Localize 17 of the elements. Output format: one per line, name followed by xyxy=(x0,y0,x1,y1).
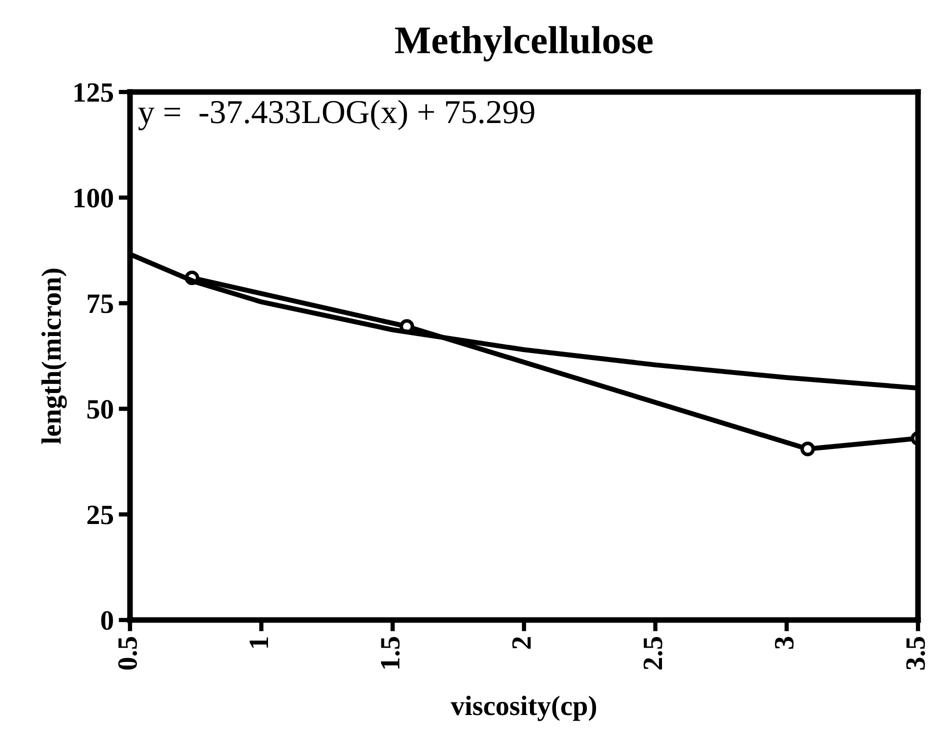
x-tick-label: 0.5 xyxy=(118,636,138,670)
y-tick-label: 100 xyxy=(74,188,113,208)
x-tick-label: 1.5 xyxy=(381,636,400,668)
x-axis-title: viscosity(cp) xyxy=(450,696,596,721)
x-tick-label: 2.5 xyxy=(644,636,662,670)
x-tick-label: 3 xyxy=(774,636,794,649)
chart-title: Methylcellulose xyxy=(395,26,653,62)
y-tick-label: 125 xyxy=(74,83,114,102)
y-tick-label: 25 xyxy=(87,506,114,524)
x-tick-label: 2 xyxy=(512,637,531,649)
y-axis-title: length(micron) xyxy=(41,268,67,444)
x-tick-label: 3.5 xyxy=(906,636,926,670)
y-tick-label: 75 xyxy=(88,294,114,314)
y-tick-label: 0 xyxy=(101,611,113,630)
annotation: y = -37.433LOG(x) + 75.299 xyxy=(138,100,534,130)
y-tick-label: 50 xyxy=(87,400,113,419)
x-tick-label: 1 xyxy=(250,637,268,648)
